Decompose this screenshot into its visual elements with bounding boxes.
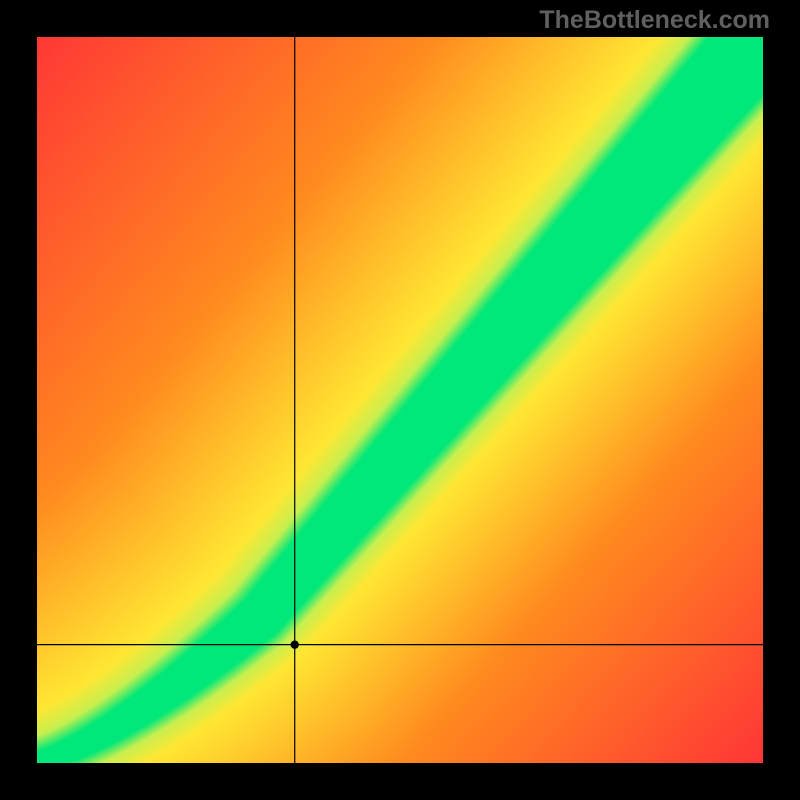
watermark-text: TheBottleneck.com: [539, 6, 770, 35]
bottleneck-heatmap: [37, 37, 763, 763]
chart-container: TheBottleneck.com: [0, 0, 800, 800]
